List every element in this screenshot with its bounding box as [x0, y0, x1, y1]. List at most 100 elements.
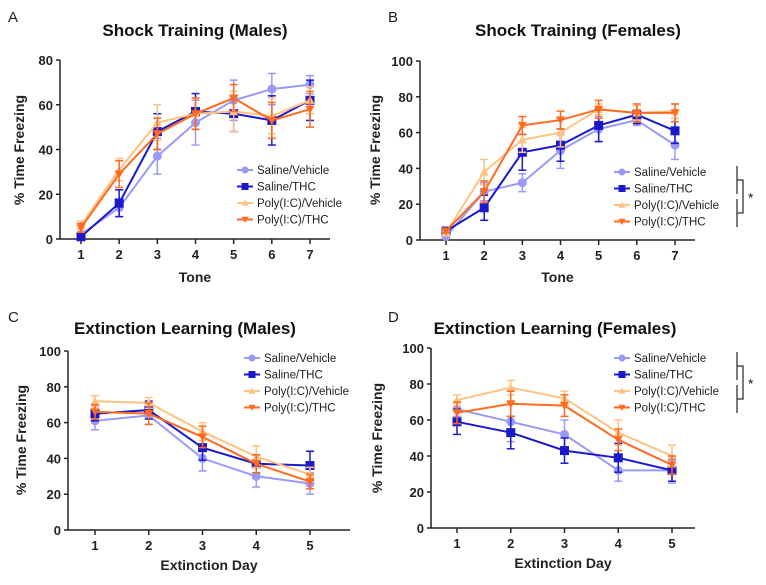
legend-marker	[618, 218, 626, 225]
legend-label: Poly(I:C)/THC	[634, 403, 706, 415]
x-tick-label: 3	[199, 538, 206, 553]
data-point	[251, 471, 261, 481]
data-point	[506, 428, 516, 438]
x-tick-label: 1	[77, 247, 84, 262]
y-tick-label: 40	[399, 161, 413, 176]
legend-marker	[248, 371, 256, 378]
x-tick-label: 3	[561, 536, 568, 551]
data-point	[267, 84, 277, 94]
y-axis-label: % Time Freezing	[11, 95, 27, 205]
legend-label: Saline/Vehicle	[264, 353, 336, 365]
legend: Saline/Vehicle Saline/THC Poly(I:C)/Vehicl…	[614, 353, 719, 415]
data-point	[452, 409, 462, 418]
legend-label: Saline/THC	[257, 182, 316, 194]
legend-label: Poly(I:C)/Vehicle	[634, 200, 719, 212]
panel-a: A Shock Training (Males) 0 20 40 60 80 1 2 3 4 5 6 7 T…	[8, 9, 342, 285]
data-point	[506, 383, 516, 392]
legend-marker	[241, 183, 249, 190]
x-axis-label: Tone	[179, 269, 212, 285]
legend-marker	[618, 168, 626, 176]
x-tick-label: 7	[306, 247, 313, 262]
panel-b: B Shock Training (Females) 0 20 40 60 80 100 1 2 3…	[367, 9, 754, 285]
y-tick-label: 80	[410, 377, 424, 392]
y-axis-label: % Time Freezing	[13, 385, 29, 495]
y-tick-label: 80	[39, 53, 53, 68]
x-tick-label: 1	[453, 536, 460, 551]
legend-marker	[248, 354, 256, 362]
legend-label: Poly(I:C)/Vehicle	[264, 386, 349, 398]
chart-title: Shock Training (Males)	[102, 21, 287, 40]
data-point	[670, 126, 680, 136]
y-tick-label: 100	[39, 344, 61, 359]
legend-label: Poly(I:C)/THC	[257, 215, 329, 227]
y-tick-label: 40	[39, 143, 53, 158]
data-point	[198, 433, 207, 442]
y-tick-label: 20	[410, 485, 424, 500]
x-tick-label: 4	[192, 247, 200, 262]
y-tick-label: 40	[47, 451, 61, 466]
data-point	[479, 167, 489, 176]
x-tick-label: 4	[557, 248, 565, 263]
data-point	[90, 396, 100, 405]
panel-label: D	[388, 309, 399, 326]
x-tick-label: 7	[671, 248, 678, 263]
x-tick-label: 6	[268, 247, 275, 262]
x-axis-label: Extinction Day	[514, 555, 611, 571]
series-poly-i-c-thc	[76, 83, 315, 234]
legend-label: Saline/THC	[634, 370, 693, 382]
data-point	[191, 110, 200, 119]
x-tick-label: 5	[306, 538, 313, 553]
y-tick-label: 60	[47, 416, 61, 431]
legend-marker	[241, 166, 249, 174]
data-point	[560, 429, 569, 439]
data-point	[560, 402, 569, 411]
data-point	[267, 116, 277, 125]
data-point	[556, 128, 565, 137]
data-point	[114, 198, 124, 208]
series-poly-i-c-thc	[452, 390, 677, 475]
data-point	[152, 130, 162, 139]
legend-label: Poly(I:C)/Vehicle	[257, 198, 342, 210]
x-tick-label: 4	[615, 536, 623, 551]
y-tick-label: 0	[54, 523, 61, 538]
y-tick-label: 60	[39, 98, 53, 113]
data-point	[76, 224, 86, 233]
data-point	[114, 170, 124, 179]
panel-d: D Extinction Learning (Females) 0 20 40 60 80 1…	[369, 309, 754, 571]
data-point	[229, 94, 239, 103]
x-tick-label: 5	[595, 248, 602, 263]
legend-marker	[618, 185, 626, 192]
chart-title: Extinction Learning (Females)	[434, 319, 677, 338]
y-tick-label: 60	[410, 413, 424, 428]
legend-marker	[248, 387, 256, 394]
x-tick-label: 1	[91, 538, 98, 553]
legend-label: Poly(I:C)/THC	[634, 217, 706, 229]
panel-label: B	[388, 9, 398, 26]
data-point	[517, 178, 527, 188]
legend-marker	[618, 354, 626, 362]
panel-c: C Extinction Learning (Males) 0 20 40 60 80 100…	[8, 309, 350, 573]
significance-bracket: *	[736, 352, 754, 413]
legend-label: Saline/THC	[634, 184, 693, 196]
panel-label: C	[8, 309, 19, 326]
legend-label: Saline/THC	[264, 370, 323, 382]
data-point	[670, 109, 680, 118]
data-point	[90, 408, 100, 417]
x-tick-label: 2	[507, 536, 514, 551]
data-point	[517, 121, 527, 130]
y-tick-label: 20	[39, 187, 53, 202]
data-point	[506, 400, 516, 409]
data-point	[305, 461, 315, 471]
significance-bracket: *	[736, 166, 754, 227]
y-tick-label: 80	[399, 90, 413, 105]
y-tick-label: 20	[399, 197, 413, 212]
data-point	[594, 120, 604, 130]
data-point	[305, 478, 315, 487]
y-tick-label: 100	[391, 54, 413, 69]
significance-label: *	[748, 376, 754, 392]
data-point	[479, 188, 489, 197]
legend-label: Saline/Vehicle	[634, 353, 706, 365]
x-tick-label: 2	[145, 538, 152, 553]
